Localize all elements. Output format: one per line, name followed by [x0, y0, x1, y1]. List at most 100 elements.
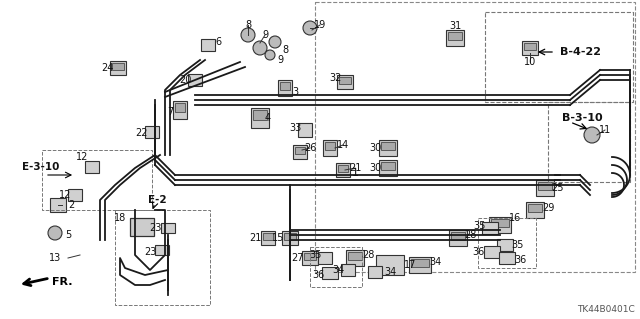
Text: 11: 11 [599, 125, 611, 135]
Bar [201, 39, 215, 51]
Bar [341, 264, 355, 276]
Circle shape [241, 28, 255, 42]
Text: 2: 2 [68, 200, 74, 210]
Bar [524, 43, 536, 50]
Text: 30: 30 [369, 163, 381, 173]
Bar [528, 204, 542, 212]
Text: 7: 7 [167, 107, 173, 117]
Text: 9: 9 [277, 55, 283, 65]
Text: 18: 18 [114, 213, 126, 223]
Bar [298, 123, 312, 137]
Bar [411, 259, 429, 267]
Text: 35: 35 [474, 221, 486, 231]
Bar [293, 145, 307, 159]
Bar [548, 102, 630, 182]
Bar [304, 253, 316, 260]
Text: 32: 32 [329, 73, 341, 83]
Text: 12: 12 [76, 152, 88, 162]
Bar [489, 217, 511, 233]
Text: 36: 36 [312, 270, 324, 280]
Text: 27: 27 [292, 253, 304, 263]
Bar [263, 233, 273, 240]
Bar [85, 161, 99, 173]
Circle shape [253, 41, 267, 55]
Bar [322, 267, 338, 279]
Bar [522, 41, 538, 55]
Text: 13: 13 [49, 253, 61, 263]
Bar [491, 219, 509, 227]
Bar [318, 252, 332, 264]
Text: 3: 3 [292, 87, 298, 97]
Text: 6: 6 [215, 37, 221, 47]
Bar [485, 12, 633, 102]
Text: 36: 36 [514, 255, 526, 265]
Text: 21: 21 [249, 233, 261, 243]
Text: 36: 36 [472, 247, 484, 257]
Bar [379, 160, 397, 176]
Text: 16: 16 [509, 213, 521, 223]
Text: TK44B0401C: TK44B0401C [577, 305, 635, 314]
Text: 8: 8 [282, 45, 288, 55]
Text: 5: 5 [65, 230, 71, 240]
Bar [282, 231, 298, 245]
Bar [110, 61, 126, 75]
Circle shape [48, 226, 62, 240]
Bar [323, 140, 337, 156]
Text: 23: 23 [144, 247, 156, 257]
Text: 33: 33 [289, 123, 301, 133]
Bar [112, 63, 124, 70]
Bar [173, 101, 187, 119]
Bar [449, 230, 467, 246]
Text: 35: 35 [512, 240, 524, 250]
Text: 28: 28 [464, 230, 476, 240]
Bar [42, 150, 152, 210]
Bar [368, 266, 382, 278]
Bar [68, 189, 82, 201]
Text: 19: 19 [314, 20, 326, 30]
Bar [381, 162, 395, 170]
Text: E-3-10: E-3-10 [22, 162, 60, 172]
Bar [348, 252, 362, 260]
Text: 17: 17 [404, 260, 416, 270]
Bar [376, 255, 404, 275]
Bar [499, 252, 515, 264]
Text: E-2: E-2 [148, 195, 166, 205]
Text: 23: 23 [149, 223, 161, 233]
Bar [325, 142, 335, 150]
Text: 34: 34 [384, 267, 396, 277]
Bar [478, 218, 536, 268]
Text: 34: 34 [429, 257, 441, 267]
Bar [536, 180, 554, 196]
Bar [451, 232, 465, 240]
Bar [253, 110, 267, 120]
Text: B-4-22: B-4-22 [560, 47, 601, 57]
Bar [261, 231, 275, 245]
Bar [484, 246, 500, 258]
Bar [155, 245, 169, 255]
Bar [337, 75, 353, 89]
Bar [130, 218, 154, 236]
Text: 15: 15 [272, 233, 284, 243]
Bar [115, 210, 210, 305]
Bar [446, 30, 464, 46]
Text: FR.: FR. [52, 277, 72, 287]
Bar [315, 2, 635, 272]
Bar [284, 233, 296, 240]
Circle shape [303, 21, 317, 35]
Bar [295, 147, 305, 154]
Text: 9: 9 [262, 30, 268, 40]
Bar [338, 165, 348, 172]
Text: 30: 30 [369, 143, 381, 153]
Bar [278, 80, 292, 96]
Bar [497, 239, 513, 251]
Text: 21: 21 [349, 163, 361, 173]
Bar [379, 140, 397, 156]
Bar [175, 103, 185, 112]
Text: 4: 4 [265, 113, 271, 123]
Circle shape [584, 127, 600, 143]
Bar [161, 223, 175, 233]
Text: 1: 1 [351, 168, 358, 178]
Text: B-3-10: B-3-10 [562, 113, 603, 123]
Text: 26: 26 [304, 143, 316, 153]
Text: 25: 25 [552, 183, 564, 193]
